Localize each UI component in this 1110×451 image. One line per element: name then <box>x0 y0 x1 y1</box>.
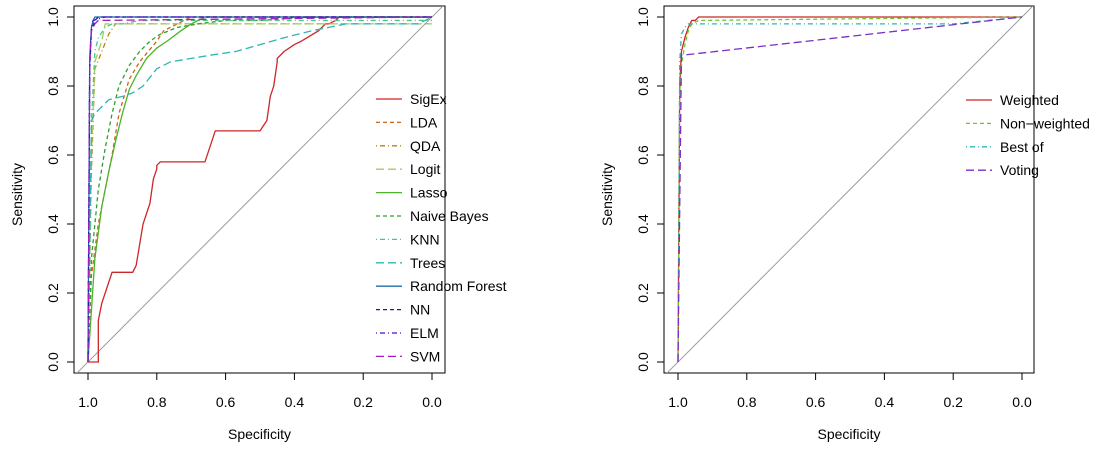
y-tick-label: 0.6 <box>45 145 61 165</box>
legend-label: LDA <box>410 114 438 130</box>
y-axis-label: Sensitivity <box>9 163 25 226</box>
y-tick-label: 0.2 <box>635 283 651 303</box>
y-tick-label: 0.2 <box>45 283 61 303</box>
x-tick-label: 0.4 <box>875 394 895 410</box>
legend-label: Non−weighted <box>1000 115 1090 131</box>
y-tick-label: 0.6 <box>635 145 651 165</box>
series-line-voting <box>677 16 1023 363</box>
x-tick-label: 0.0 <box>1012 394 1032 410</box>
legend-label: Naive Bayes <box>410 208 489 224</box>
legend-label: Trees <box>410 255 445 271</box>
legend-label: Weighted <box>1000 92 1059 108</box>
legend-label: Random Forest <box>410 278 507 294</box>
y-tick-label: 0.4 <box>635 214 651 234</box>
x-axis-label: Specificity <box>817 426 880 442</box>
legend-label: Voting <box>1000 162 1039 178</box>
x-tick-label: 1.0 <box>668 394 688 410</box>
y-tick-label: 1.0 <box>45 7 61 27</box>
legend: SigEx LDA QDA Logit Lasso Naive Bayes KNN Trees… <box>376 91 507 364</box>
y-tick-label: 0.0 <box>635 352 651 372</box>
x-tick-label: 0.6 <box>216 394 236 410</box>
y-axis-label: Sensitivity <box>599 163 615 226</box>
x-tick-label: 0.4 <box>285 394 305 410</box>
x-tick-label: 0.8 <box>147 394 167 410</box>
y-tick-label: 0.4 <box>45 214 61 234</box>
y-tick-label: 0.8 <box>635 76 651 96</box>
x-tick-label: 0.2 <box>943 394 963 410</box>
x-tick-label: 0.6 <box>806 394 826 410</box>
legend-label: SVM <box>410 348 440 364</box>
plot-frame <box>73 5 446 374</box>
legend-label: ELM <box>410 325 439 341</box>
legend-label: Best of <box>1000 139 1044 155</box>
roc-panel-individual-classifiers: 1.0 0.8 0.6 0.4 0.2 0.0 0.0 0.2 0.4 0.6 0.8 1.0 Spec… <box>9 5 507 442</box>
y-tick-label: 0.0 <box>45 352 61 372</box>
legend-label: KNN <box>410 231 440 247</box>
x-tick-label: 0.0 <box>422 394 442 410</box>
x-tick-label: 0.2 <box>353 394 373 410</box>
legend-label: QDA <box>410 138 441 154</box>
legend: Weighted Non−weighted Best of Voting <box>966 92 1090 178</box>
chance-diagonal <box>76 6 444 373</box>
legend-label: Lasso <box>410 185 448 201</box>
series-line-non-weighted <box>677 16 1023 363</box>
series-line-sigex <box>88 16 432 363</box>
x-axis-label: Specificity <box>228 426 291 442</box>
series-line-trees <box>87 16 433 363</box>
series-line-elm <box>87 16 432 363</box>
legend-label: Logit <box>410 161 440 177</box>
roc-panel-ensembles: 1.0 0.8 0.6 0.4 0.2 0.0 0.0 0.2 0.4 0.6 0.8 1.0 Spec… <box>599 5 1090 442</box>
y-tick-label: 0.8 <box>45 76 61 96</box>
chance-diagonal <box>666 6 1034 373</box>
series-line-best-of <box>677 16 1023 363</box>
y-tick-label: 1.0 <box>635 7 651 27</box>
plot-frame <box>663 5 1035 374</box>
x-tick-label: 0.8 <box>737 394 757 410</box>
legend-label: SigEx <box>410 91 447 107</box>
series-line-svm <box>87 16 433 363</box>
series-line-knn <box>87 19 432 363</box>
legend-label: NN <box>410 302 430 318</box>
x-tick-label: 1.0 <box>78 394 98 410</box>
